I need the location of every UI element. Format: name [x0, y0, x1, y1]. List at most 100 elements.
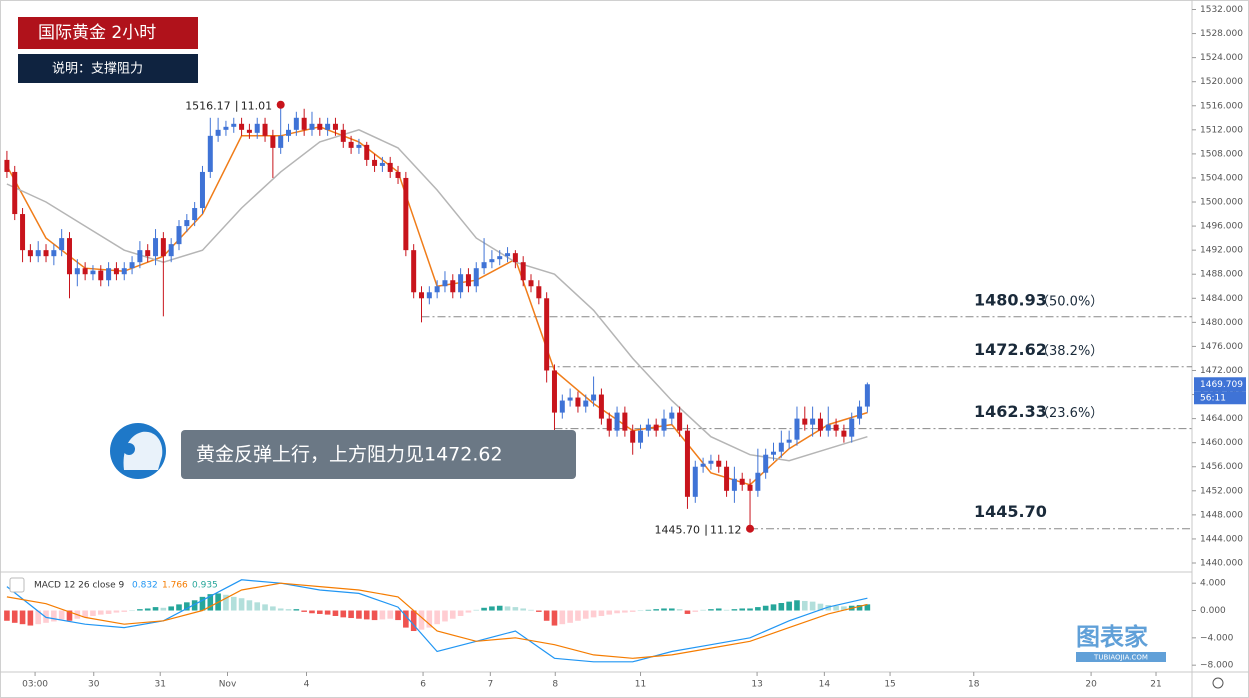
macd-title: MACD 12 26 close 9 — [34, 581, 125, 591]
macd-histogram-bar — [504, 606, 511, 611]
candle-body — [317, 123, 323, 130]
macd-histogram-bar — [379, 610, 386, 620]
candle-body — [379, 162, 385, 166]
candle-body — [708, 460, 714, 464]
y-tick-label: 1476.000 — [1200, 342, 1243, 352]
y-tick-label: 1512.000 — [1200, 125, 1243, 135]
macd-histogram-bar — [11, 610, 18, 623]
y-tick-label: −4.000 — [1200, 633, 1234, 643]
candle-body — [458, 274, 464, 293]
candle-body — [176, 226, 182, 245]
macd-histogram-bar — [465, 610, 472, 613]
collapse-button[interactable] — [9, 577, 25, 593]
settings-button[interactable] — [1212, 677, 1224, 689]
candle-body — [387, 162, 393, 172]
macd-histogram-bar — [403, 610, 409, 628]
candle-body — [74, 268, 80, 275]
candle-body — [559, 400, 565, 413]
macd-histogram-bar — [442, 610, 448, 622]
y-tick-label: 1448.000 — [1200, 510, 1243, 520]
macd-histogram-bar — [230, 596, 237, 611]
x-tick-label: 4 — [304, 680, 310, 690]
y-tick-label: 1524.000 — [1200, 53, 1243, 63]
candle-body — [810, 418, 816, 425]
macd-histogram-bar — [676, 609, 683, 611]
macd-histogram-bar — [387, 610, 394, 619]
robot-head — [123, 431, 163, 470]
candle-body — [630, 430, 636, 443]
candle-body — [27, 250, 33, 257]
watermark-bar — [1076, 652, 1166, 662]
candle-body — [51, 250, 57, 257]
x-tick-label: 20 — [1085, 680, 1097, 690]
macd-histogram-bar — [168, 606, 174, 611]
overlays: 国际黄金 2小时 说明：支撑阻力 黄金反弹上行，上方阻力见1472.62 图表家… — [9, 17, 1224, 689]
macd-histogram-bar — [762, 605, 769, 611]
macd-histogram-bar — [332, 610, 339, 616]
price-pane: 1440.0001444.0001448.0001452.0001456.000… — [4, 5, 1246, 690]
robot-ear — [123, 443, 135, 455]
candle-body — [622, 412, 628, 431]
candle-body — [35, 250, 41, 257]
candle-body — [700, 463, 706, 467]
candle-body — [512, 253, 518, 263]
candle-body — [372, 159, 378, 166]
macd-histogram-bar — [739, 608, 746, 611]
macd-histogram-bar — [692, 610, 699, 612]
candle-body — [411, 250, 417, 293]
candle-body — [82, 268, 88, 275]
macd-histogram-bar — [653, 609, 659, 611]
macd-histogram-bar — [528, 609, 534, 611]
fib-ratio: （50.0%） — [1036, 294, 1103, 309]
candle-body — [98, 270, 104, 281]
x-tick-label: 30 — [88, 680, 100, 690]
macd-histogram-bar — [489, 606, 495, 611]
macd-histogram-bar — [4, 610, 10, 621]
macd-histogram-bar — [731, 609, 738, 611]
macd-histogram-bar — [481, 607, 487, 611]
macd-histogram-bar — [207, 594, 214, 611]
candle-body — [442, 280, 448, 287]
macd-histogram-bar — [520, 608, 526, 611]
countdown: 56:11 — [1200, 393, 1226, 403]
macd-histogram-bar — [606, 610, 613, 615]
macd-histogram-bar — [473, 609, 480, 611]
macd-histogram-bar — [51, 610, 57, 622]
candle-body — [450, 280, 456, 293]
candle-body — [223, 126, 229, 130]
macd-histogram-bar — [176, 604, 182, 611]
candle-body — [145, 250, 151, 257]
macd-histogram-bar — [496, 605, 503, 611]
macd-histogram-bar — [348, 610, 354, 619]
candle-body — [739, 478, 745, 485]
macd-histogram-bar — [199, 596, 206, 611]
candle-body — [301, 117, 307, 130]
macd-histogram-bar — [191, 600, 198, 611]
macd-histogram-bar — [410, 610, 417, 632]
macd-histogram-bar — [856, 605, 863, 611]
macd-histogram-bar — [622, 610, 628, 613]
candle-body — [286, 129, 292, 136]
candle-body — [12, 171, 18, 215]
macd-histogram-bar — [418, 610, 425, 630]
macd-histogram-bar — [575, 610, 581, 621]
candle-body — [841, 430, 847, 437]
macd-histogram-bar — [293, 609, 300, 611]
candle-body — [497, 256, 503, 260]
x-tick-label: 6 — [420, 680, 426, 690]
extreme-price: 1445.70 — [655, 524, 701, 537]
macd-histogram-bar — [747, 608, 753, 611]
candle-body — [348, 141, 354, 148]
macd-histogram-bar — [395, 610, 401, 621]
candle-body — [395, 171, 401, 178]
y-tick-label: 1496.000 — [1200, 222, 1243, 232]
candle-body — [160, 238, 166, 257]
title: 国际黄金 2小时 — [38, 23, 156, 43]
candle-body — [731, 478, 737, 491]
macd-histogram-bar — [82, 610, 88, 618]
candle-body — [802, 418, 808, 425]
macd-readout: 0.935 — [192, 581, 218, 591]
countdown-box — [1194, 391, 1246, 405]
candle-body — [786, 439, 792, 443]
y-tick-label: 1440.000 — [1200, 559, 1243, 569]
